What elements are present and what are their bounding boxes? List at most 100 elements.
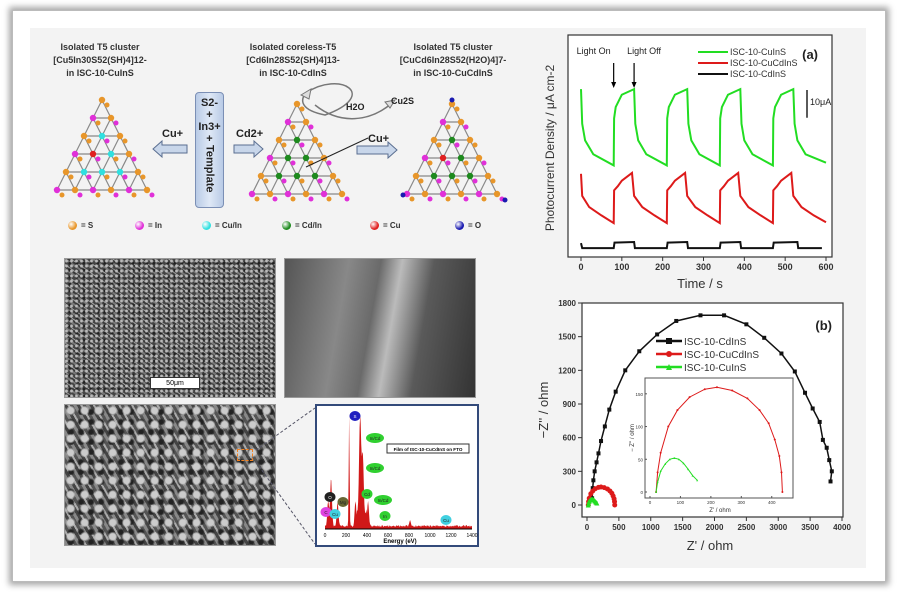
data-point <box>593 469 597 473</box>
data-point <box>667 426 669 428</box>
data-point <box>666 338 672 344</box>
edx-peak-label: Cu <box>443 518 449 523</box>
data-point <box>666 351 672 357</box>
data-point <box>830 469 834 473</box>
x-tick-label: 500 <box>612 523 626 532</box>
arrow-left-label: Cu+ <box>162 128 183 140</box>
atom-dot-icon <box>455 221 464 230</box>
inset-x-tick-label: 400 <box>768 500 776 505</box>
data-point <box>660 452 662 454</box>
legend-label: = S <box>81 221 93 230</box>
data-point <box>793 369 797 373</box>
x-tick-label: 600 <box>818 262 833 272</box>
edx-peak-label: In/Cd <box>370 466 381 471</box>
data-point <box>744 322 748 326</box>
edx-peak-label: In/Cd <box>378 498 389 503</box>
water-label: H2O <box>346 102 365 112</box>
x-axis-label: Energy (eV) <box>383 539 416 545</box>
data-point <box>779 352 783 356</box>
inset-plot-area <box>645 378 793 498</box>
x-tick-label: 300 <box>696 262 711 272</box>
data-point <box>591 478 595 482</box>
legend-label: ISC-10-CuCdInS <box>730 58 798 68</box>
cu2s-label: Cu2S <box>391 96 414 106</box>
sem-image-magnified <box>64 404 276 546</box>
x-tick-label: 0 <box>585 523 590 532</box>
data-point <box>781 491 783 493</box>
data-point <box>768 422 770 424</box>
data-point <box>603 424 607 428</box>
water-cycle-arrow <box>303 84 352 115</box>
y-tick-label: 600 <box>563 434 577 443</box>
legend-label: = Cu/In <box>215 221 242 230</box>
x-axis-label: Z' / ohm <box>687 538 734 553</box>
panel-label: (b) <box>815 318 832 333</box>
atom-dot-icon <box>202 221 211 230</box>
edx-peak-label: Mg <box>340 500 347 505</box>
inset-x-label: Z' / ohm <box>709 508 730 514</box>
x-tick-label: 2000 <box>706 523 724 532</box>
x-tick-label: 500 <box>778 262 793 272</box>
inset-x-tick-label: 300 <box>738 500 746 505</box>
atom-dot-icon <box>370 221 379 230</box>
data-point <box>704 388 706 390</box>
x-tick-label: 200 <box>342 533 351 539</box>
edx-peak-label: Cd <box>364 492 370 497</box>
x-tick-label: 3500 <box>801 523 819 532</box>
edx-peak-label: In <box>383 514 387 519</box>
inset-y-tick-label: 100 <box>635 425 643 430</box>
nyquist-chart: 0 500 1000 1500 2000 2500 3000 3500 400003006009… <box>530 290 860 565</box>
legend-label: ISC-10-CdInS <box>684 337 747 348</box>
scale-bar: 50μm <box>150 377 200 389</box>
x-tick-label: 3000 <box>769 523 787 532</box>
cu-insert-label: Cu+ <box>368 133 389 145</box>
sem-image-top-view: 50μm <box>64 258 276 398</box>
edx-spectrum: 0 200 400 600 800 1000 1200 1400 Energy (eV) Film… <box>315 404 479 547</box>
legend-label: = Cd/In <box>295 221 322 230</box>
x-tick-label: 1500 <box>674 523 692 532</box>
legend-label: ISC-10-CuInS <box>730 47 786 57</box>
arrow-middle <box>234 141 263 157</box>
inset-y-tick-label: 150 <box>635 392 643 397</box>
data-point <box>780 471 782 473</box>
y-tick-label: 0 <box>572 501 577 510</box>
data-point <box>821 438 825 442</box>
y-tick-label: 300 <box>563 467 577 476</box>
data-point <box>827 458 831 462</box>
x-tick-label: 200 <box>655 262 670 272</box>
x-axis-label: Time / s <box>677 276 723 291</box>
x-tick-label: 0 <box>578 262 583 272</box>
photocurrent-chart: 0 100 200 300 400 500 600Time / sPhotocurrent … <box>530 30 860 300</box>
data-point <box>599 439 603 443</box>
legend-item: = S <box>68 221 93 230</box>
data-point <box>825 446 829 450</box>
data-point <box>614 390 618 394</box>
legend-item: = Cu <box>370 221 401 230</box>
data-point <box>612 503 617 508</box>
scheme-arrows: Cu+ Cd2+ Cu+ H2O Cu2S <box>0 0 530 250</box>
arrow-mid-label: Cd2+ <box>236 128 263 140</box>
data-point <box>689 396 691 398</box>
data-point <box>762 336 766 340</box>
data-point <box>676 409 678 411</box>
legend-label: ISC-10-CuInS <box>684 363 747 374</box>
data-point <box>698 313 702 317</box>
legend-label: = Cu <box>383 221 401 230</box>
edx-peak-label: In/Cd <box>370 436 381 441</box>
x-tick-label: 1400 <box>466 533 477 539</box>
data-point <box>731 390 733 392</box>
y-axis-label: Photocurrent Density / μA cm-2 <box>543 65 557 232</box>
edx-peak-label: Cu <box>332 512 338 517</box>
x-tick-label: 1200 <box>445 533 456 539</box>
x-tick-label: 100 <box>614 262 629 272</box>
legend-label: ISC-10-CdInS <box>730 69 786 79</box>
y-axis-label: −Z'' / ohm <box>536 382 551 439</box>
sem-image-cross-section <box>284 258 476 398</box>
atom-dot-icon <box>68 221 77 230</box>
y-tick-label: 1200 <box>558 366 576 375</box>
data-point <box>803 391 807 395</box>
arrow-left <box>153 141 187 157</box>
annotation-label: Light Off <box>627 46 661 56</box>
panel-label: (a) <box>802 47 818 62</box>
annotation-label: Light On <box>577 46 611 56</box>
